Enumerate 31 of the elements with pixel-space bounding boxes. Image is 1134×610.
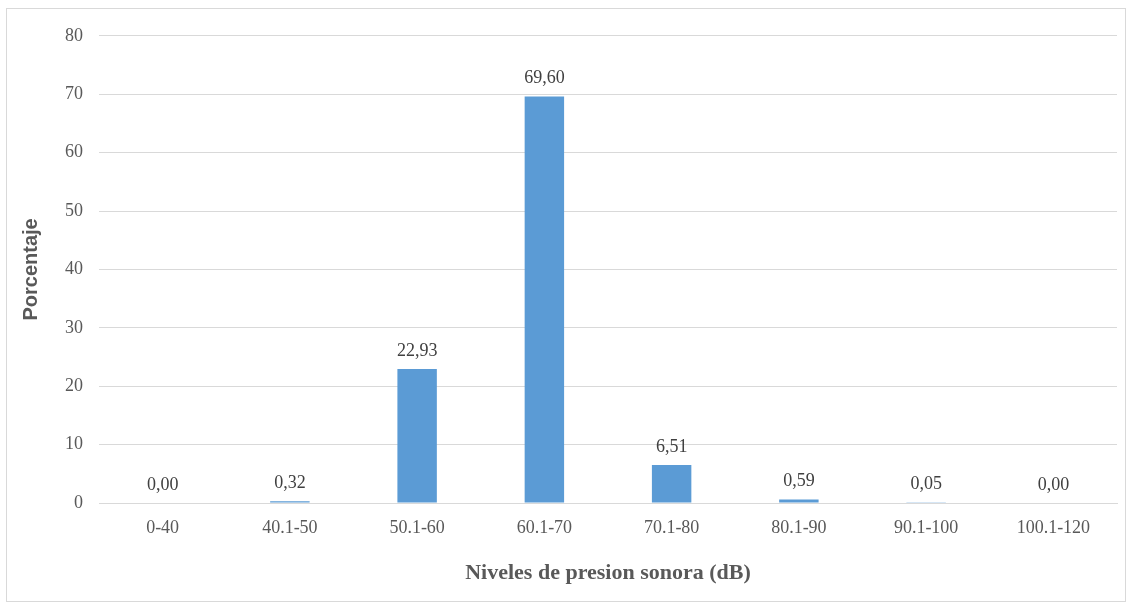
y-tick-label: 30 xyxy=(65,316,83,337)
data-label: 69,60 xyxy=(524,67,565,88)
bar xyxy=(651,464,692,503)
y-tick-label: 20 xyxy=(65,374,83,395)
x-tick-label: 60.1-70 xyxy=(516,516,573,537)
data-label: 0,00 xyxy=(1037,473,1070,494)
y-tick-label: 70 xyxy=(65,82,83,103)
y-tick-label: 60 xyxy=(65,141,83,162)
bar xyxy=(397,369,437,503)
y-tick-label: 40 xyxy=(65,258,83,279)
data-label: 0,00 xyxy=(146,473,179,494)
x-tick-label: 40.1-50 xyxy=(262,516,318,537)
y-tick-label: 10 xyxy=(65,433,83,454)
bar xyxy=(524,96,565,503)
x-tick-label: 70.1-80 xyxy=(643,516,700,537)
x-axis-title: Niveles de presion sonora (dB) xyxy=(465,559,751,585)
data-label: 0,32 xyxy=(274,471,306,492)
data-label: 22,93 xyxy=(396,339,438,360)
data-label: 0,59 xyxy=(783,470,815,491)
x-tick-label: 100.1-120 xyxy=(1016,516,1091,537)
x-tick-label: 80.1-90 xyxy=(771,516,827,537)
y-tick-label: 50 xyxy=(65,199,83,220)
y-tick-label: 0 xyxy=(74,491,83,512)
data-label: 6,51 xyxy=(655,435,688,456)
y-axis-title: Porcentaje xyxy=(18,218,41,321)
y-tick-label: 80 xyxy=(65,24,83,45)
bar xyxy=(779,499,819,503)
x-tick-label: 0-40 xyxy=(146,516,180,537)
x-tick-label: 50.1-60 xyxy=(389,516,445,537)
x-tick-label: 90.1-100 xyxy=(893,516,959,537)
data-label: 0,05 xyxy=(910,473,942,494)
